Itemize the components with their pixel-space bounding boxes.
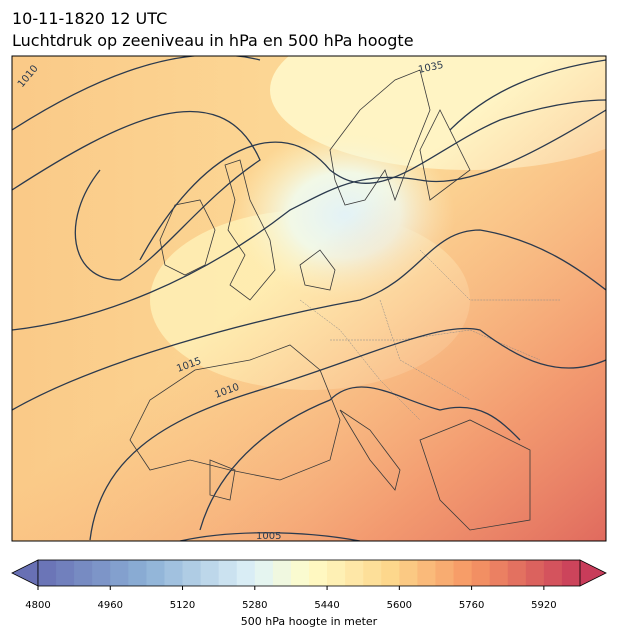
colorbar-extend-high — [579, 559, 607, 587]
colorbar-segment — [381, 560, 400, 586]
colorbar-segment — [110, 560, 129, 586]
colorbar-segment — [128, 560, 147, 586]
colorbar-segment — [345, 560, 364, 586]
colorbar-segment — [236, 560, 256, 586]
colorbar-tick-label: 5600 — [387, 600, 412, 611]
colorbar-segment — [56, 560, 75, 586]
colorbar-segment — [182, 560, 202, 586]
colorbar-segment — [435, 560, 455, 586]
colorbar-tick-label: 4960 — [98, 600, 123, 611]
colorbar-tick-label: 5760 — [459, 600, 484, 611]
colorbar-tick-label: 5120 — [170, 600, 195, 611]
colorbar-segment — [74, 560, 93, 586]
colorbar-segment — [417, 560, 436, 586]
isobar-label: 1005 — [256, 531, 281, 542]
colorbar-frame — [37, 559, 581, 587]
colorbar-tick-label: 5920 — [531, 600, 556, 611]
colorbar-segment — [92, 560, 111, 586]
colorbar-extend-low — [11, 559, 39, 587]
colorbar-tick-label: 5280 — [242, 600, 267, 611]
colorbar-segment — [200, 560, 220, 586]
colorbar-segment — [38, 560, 57, 586]
colorbar-segment — [218, 560, 238, 586]
colorbar-segment — [543, 560, 563, 586]
colorbar-segment — [399, 560, 418, 586]
colorbar-segment — [507, 560, 527, 586]
colorbar-segment — [146, 560, 165, 586]
colorbar-segment — [471, 560, 491, 586]
colorbar-segment — [164, 560, 184, 586]
title-line: Luchtdruk op zeeniveau in hPa en 500 hPa… — [12, 31, 414, 50]
colorbar-segment — [272, 560, 292, 586]
colorbar-segment — [525, 560, 545, 586]
colorbar-label: 500 hPa hoogte in meter — [241, 615, 378, 628]
colorbar-segment — [489, 560, 509, 586]
map-frame — [11, 55, 607, 542]
colorbar-segment — [254, 560, 274, 586]
map — [12, 56, 606, 541]
colorbar: 4800 4960 5120 5280 5440 5600 5760 5920 — [11, 559, 607, 611]
title-line: 10-11-1820 12 UTC — [12, 9, 167, 28]
colorbar-segment — [561, 560, 581, 586]
colorbar-segment — [363, 560, 382, 586]
colorbar-segment — [309, 560, 328, 586]
colorbar-tick-label: 5440 — [314, 600, 339, 611]
colorbar-segment — [453, 560, 473, 586]
isobar-label: 1035 — [417, 60, 444, 76]
colorbar-tick-label: 4800 — [25, 600, 50, 611]
colorbar-segment — [327, 560, 346, 586]
colorbar-segment — [290, 560, 310, 586]
